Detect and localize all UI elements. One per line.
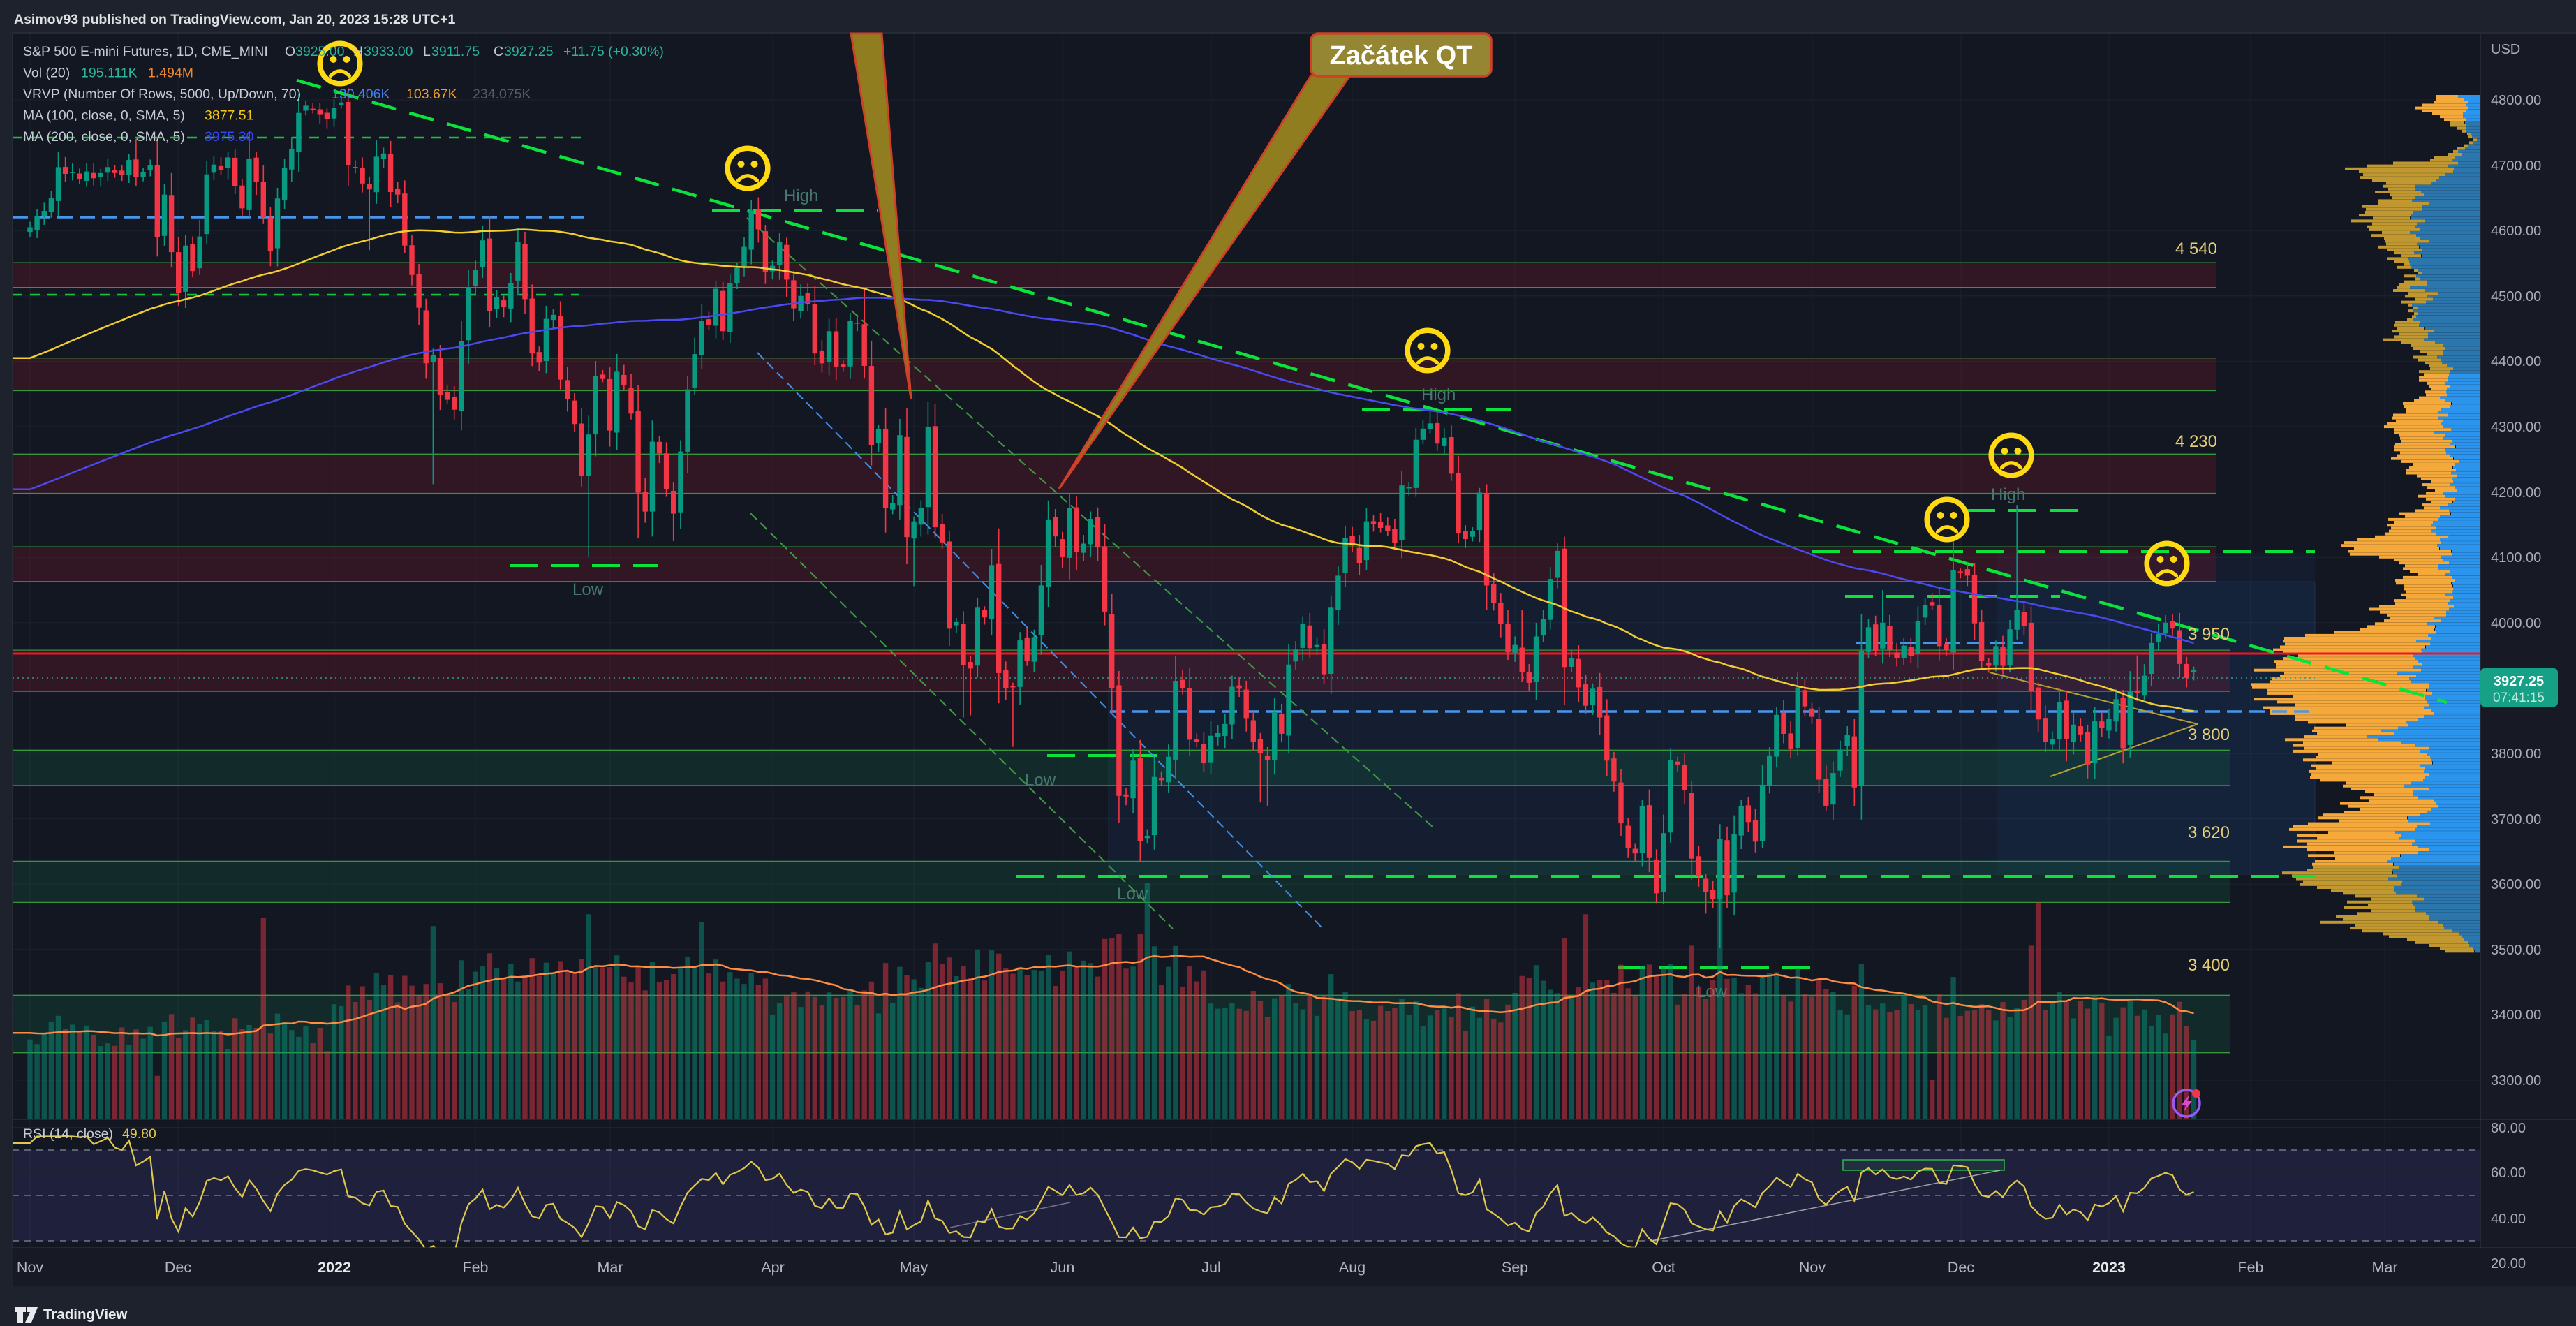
svg-text:3600.00: 3600.00 [2491,877,2541,892]
svg-text:Dec: Dec [1948,1259,1974,1276]
svg-text:Jul: Jul [1201,1259,1220,1276]
svg-text:3927.25: 3927.25 [2494,674,2544,689]
svg-text:3 950: 3 950 [2188,625,2230,644]
svg-text:2023: 2023 [2092,1259,2126,1276]
svg-text:3800.00: 3800.00 [2491,746,2541,762]
svg-text:Mar: Mar [597,1259,623,1276]
svg-text:3975.30: 3975.30 [205,129,254,145]
svg-text:4000.00: 4000.00 [2491,616,2541,631]
svg-text:3400.00: 3400.00 [2491,1008,2541,1023]
svg-text:3 400: 3 400 [2188,956,2230,975]
svg-text:USD: USD [2491,42,2520,57]
svg-text:+11.75 (+0.30%): +11.75 (+0.30%) [563,44,664,59]
svg-text:Nov: Nov [17,1259,43,1276]
svg-text:130.406K: 130.406K [332,87,390,102]
svg-text:Low: Low [572,580,604,599]
svg-text:May: May [900,1259,928,1276]
svg-text:4 540: 4 540 [2175,240,2217,258]
svg-text:Low: Low [1025,771,1056,790]
svg-text:4100.00: 4100.00 [2491,550,2541,566]
svg-text:4400.00: 4400.00 [2491,354,2541,369]
svg-text:Vol (20): Vol (20) [23,66,70,81]
svg-text:Low: Low [1696,982,1728,1001]
svg-text:3700.00: 3700.00 [2491,812,2541,827]
svg-text:VRVP (Number Of Rows, 5000, Up: VRVP (Number Of Rows, 5000, Up/Down, 70) [23,87,301,102]
svg-text:3877.51: 3877.51 [205,108,254,124]
svg-text:07:41:15: 07:41:15 [2493,691,2545,705]
svg-text:103.67K: 103.67K [406,87,457,102]
svg-text:3500.00: 3500.00 [2491,943,2541,958]
svg-text:Feb: Feb [462,1259,488,1276]
svg-text:MA (200, close, 0, SMA, 5): MA (200, close, 0, SMA, 5) [23,129,185,145]
svg-text:4600.00: 4600.00 [2491,223,2541,239]
svg-text:60.00: 60.00 [2491,1165,2526,1181]
svg-text:Asimov93 published on TradingV: Asimov93 published on TradingView.com, J… [14,12,456,27]
svg-text:Mar: Mar [2371,1259,2397,1276]
svg-text:Oct: Oct [1652,1259,1675,1276]
svg-text:RSI (14, close): RSI (14, close) [23,1126,113,1142]
svg-text:3 800: 3 800 [2188,725,2230,744]
svg-text:Jun: Jun [1051,1259,1075,1276]
svg-text:Začátek QT: Začátek QT [1330,41,1473,71]
svg-text:Aug: Aug [1339,1259,1365,1276]
svg-text:40.00: 40.00 [2491,1211,2526,1227]
svg-text:4500.00: 4500.00 [2491,289,2541,304]
svg-text:H: H [353,44,363,59]
svg-text:49.80: 49.80 [122,1126,156,1142]
svg-text:3933.00: 3933.00 [364,44,413,59]
svg-text:3911.75: 3911.75 [431,44,480,59]
svg-text:TradingView: TradingView [43,1306,127,1323]
svg-text:Dec: Dec [165,1259,191,1276]
svg-text:4300.00: 4300.00 [2491,420,2541,435]
svg-text:High: High [1421,385,1456,404]
svg-text:S&P 500 E-mini Futures, 1D, CM: S&P 500 E-mini Futures, 1D, CME_MINI [23,44,268,59]
svg-text:195.111K: 195.111K [81,66,138,81]
svg-text:3927.25: 3927.25 [504,44,554,59]
svg-text:Feb: Feb [2237,1259,2263,1276]
svg-text:4 230: 4 230 [2175,432,2217,451]
svg-text:High: High [784,186,818,205]
svg-text:20.00: 20.00 [2491,1256,2526,1272]
svg-text:80.00: 80.00 [2491,1121,2526,1136]
svg-text:L: L [423,44,431,59]
svg-text:3925.00: 3925.00 [295,44,345,59]
svg-text:2022: 2022 [318,1259,351,1276]
svg-text:1.494M: 1.494M [148,66,193,81]
svg-text:3 620: 3 620 [2188,823,2230,842]
svg-text:MA (100, close, 0, SMA, 5): MA (100, close, 0, SMA, 5) [23,108,185,124]
svg-text:Low: Low [1117,885,1148,904]
svg-text:C: C [494,44,503,59]
svg-text:O: O [285,44,295,59]
svg-text:Apr: Apr [761,1259,784,1276]
svg-text:Nov: Nov [1799,1259,1826,1276]
svg-text:4200.00: 4200.00 [2491,485,2541,501]
svg-text:4700.00: 4700.00 [2491,159,2541,174]
svg-text:3300.00: 3300.00 [2491,1073,2541,1089]
svg-text:4800.00: 4800.00 [2491,93,2541,108]
svg-text:234.075K: 234.075K [473,87,531,102]
svg-text:High: High [1991,485,2025,504]
svg-text:Sep: Sep [1502,1259,1528,1276]
